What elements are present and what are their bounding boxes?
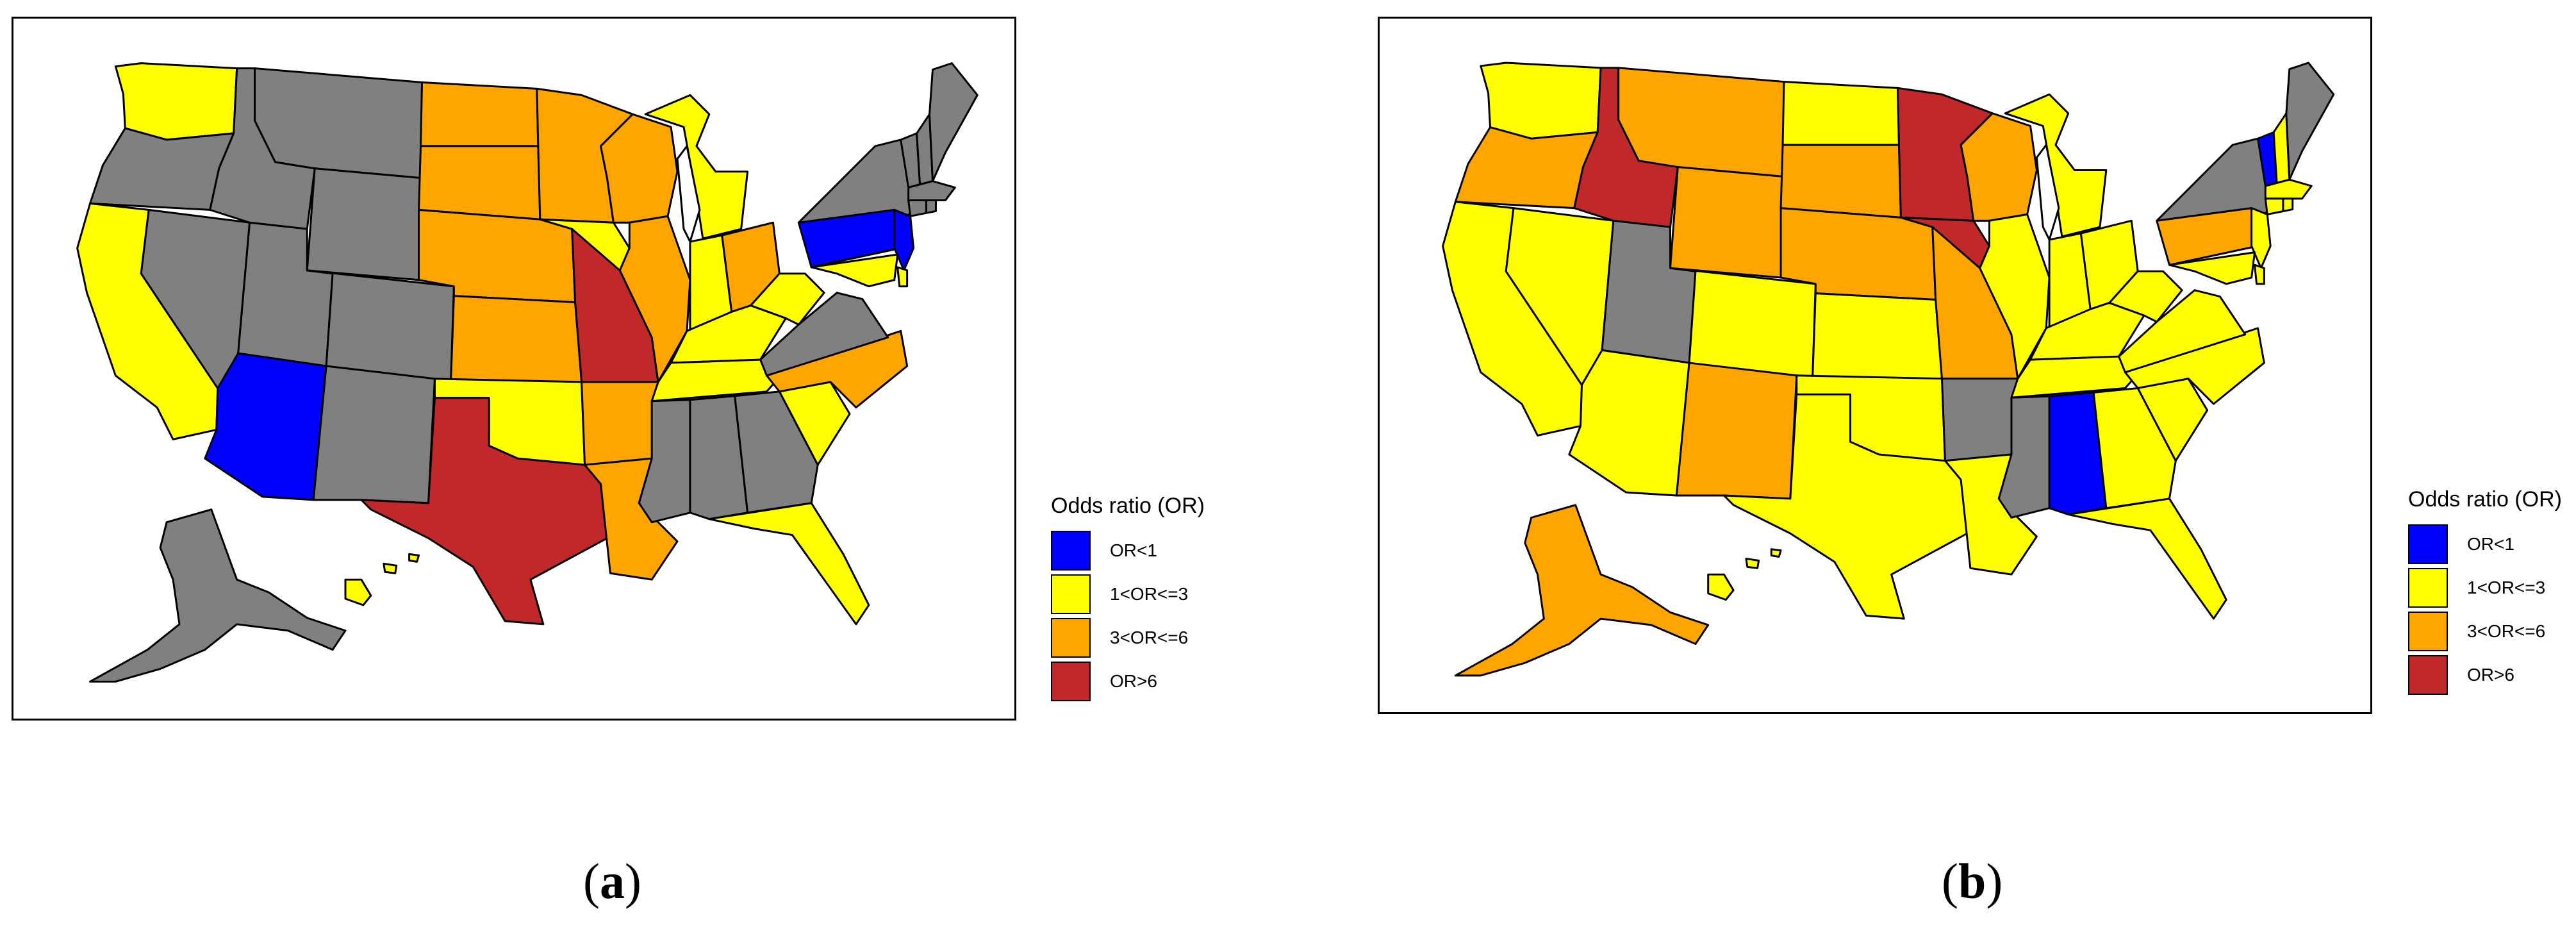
state-ma — [2264, 178, 2313, 200]
state-nc — [765, 329, 909, 409]
panel-caption-b: (b) — [1942, 853, 2003, 909]
state-ma — [907, 180, 956, 201]
legend-label: OR>6 — [1110, 671, 1157, 691]
state-md — [810, 253, 899, 288]
legend-item-3-to-6: 3<OR<=6 — [2408, 612, 2545, 651]
state-ar — [1941, 378, 2019, 462]
state-nd — [420, 81, 540, 147]
state-me — [929, 62, 978, 183]
legend-swatch-yellow — [2408, 568, 2448, 608]
legend-a: Odds ratio (OR) OR<1 1<OR<=3 3<OR<=6 OR>… — [1051, 494, 1243, 712]
state-ga — [734, 390, 819, 514]
panel-a: Odds ratio (OR) OR<1 1<OR<=3 3<OR<=6 OR>… — [0, 0, 1282, 925]
state-hi — [1707, 548, 1782, 601]
legend-swatch-red — [2408, 655, 2448, 695]
state-ar — [581, 381, 659, 466]
state-ny — [797, 138, 921, 224]
legend-title: Odds ratio (OR) — [2408, 487, 2562, 512]
state-de — [896, 266, 909, 288]
legend-swatch-yellow — [1051, 574, 1091, 614]
state-nj — [2250, 207, 2272, 269]
legend-swatch-blue — [1051, 531, 1091, 571]
state-nm — [312, 365, 436, 504]
state-ga — [2092, 387, 2177, 510]
legend-item-1-to-3: 1<OR<=3 — [1051, 574, 1188, 614]
legend-item-gt-6: OR>6 — [2408, 655, 2514, 695]
state-wy — [1669, 166, 1784, 279]
state-wa — [1480, 62, 1602, 140]
state-ks — [449, 295, 583, 387]
legend-swatch-orange — [2408, 612, 2448, 651]
state-de — [2254, 263, 2265, 285]
legend-label: 3<OR<=6 — [1110, 628, 1189, 647]
map-frame-a — [12, 17, 1016, 721]
legend-item-or-lt-1: OR<1 — [1051, 531, 1157, 571]
state-ri — [2282, 197, 2294, 213]
state-tx — [360, 397, 608, 626]
legend-item-1-to-3: 1<OR<=3 — [2408, 568, 2545, 608]
state-hi — [344, 553, 420, 606]
state-ct — [2264, 197, 2284, 215]
state-mt — [1617, 67, 1785, 178]
caption-letter: a — [599, 853, 625, 909]
state-wa — [114, 62, 238, 141]
state-md — [2168, 251, 2256, 285]
state-ks — [1811, 292, 1943, 383]
legend-item-3-to-6: 3<OR<=6 — [1051, 618, 1188, 658]
caption-letter: b — [1958, 853, 1986, 909]
state-wv — [750, 272, 825, 326]
legend-b: Odds ratio (OR) OR<1 1<OR<=3 3<OR<=6 OR>… — [2408, 487, 2575, 705]
state-ri — [925, 199, 937, 214]
state-nj — [893, 208, 915, 272]
lake-michigan — [676, 144, 701, 245]
legend-item-or-lt-1: OR<1 — [2408, 524, 2514, 564]
legend-label: OR>6 — [2467, 665, 2514, 685]
state-ak — [1454, 504, 1710, 677]
state-nd — [1781, 81, 1900, 146]
legend-swatch-blue — [2408, 524, 2448, 564]
state-wv — [2108, 270, 2183, 323]
panel-b: Odds ratio (OR) OR<1 1<OR<=3 3<OR<=6 OR>… — [1282, 0, 2576, 925]
us-map-a — [76, 62, 978, 683]
legend-label: 1<OR<=3 — [1110, 584, 1189, 604]
state-fl — [2067, 497, 2227, 620]
state-wy — [306, 167, 422, 281]
legend-item-gt-6: OR>6 — [1051, 662, 1157, 701]
map-frame-b — [1378, 17, 2372, 714]
state-ak — [89, 508, 347, 683]
panel-caption-a: (a) — [583, 853, 641, 909]
state-nm — [1675, 362, 1798, 500]
legend-swatch-orange — [1051, 618, 1091, 658]
legend-swatch-red — [1051, 662, 1091, 701]
legend-title: Odds ratio (OR) — [1051, 494, 1205, 518]
us-map-b — [1442, 62, 2335, 677]
lake-michigan — [2035, 142, 2060, 242]
legend-label: 1<OR<=3 — [2467, 578, 2546, 597]
state-tx — [1722, 393, 1969, 620]
legend-label: OR<1 — [1110, 540, 1157, 560]
state-mt — [254, 67, 424, 179]
state-sd — [418, 145, 541, 221]
legend-label: OR<1 — [2467, 534, 2514, 554]
legend-label: 3<OR<=6 — [2467, 621, 2546, 641]
state-nc — [2124, 327, 2265, 405]
state-sd — [1779, 144, 1902, 219]
state-me — [2285, 62, 2335, 181]
state-ct — [907, 199, 928, 217]
state-ny — [2156, 137, 2278, 222]
state-fl — [708, 502, 870, 626]
